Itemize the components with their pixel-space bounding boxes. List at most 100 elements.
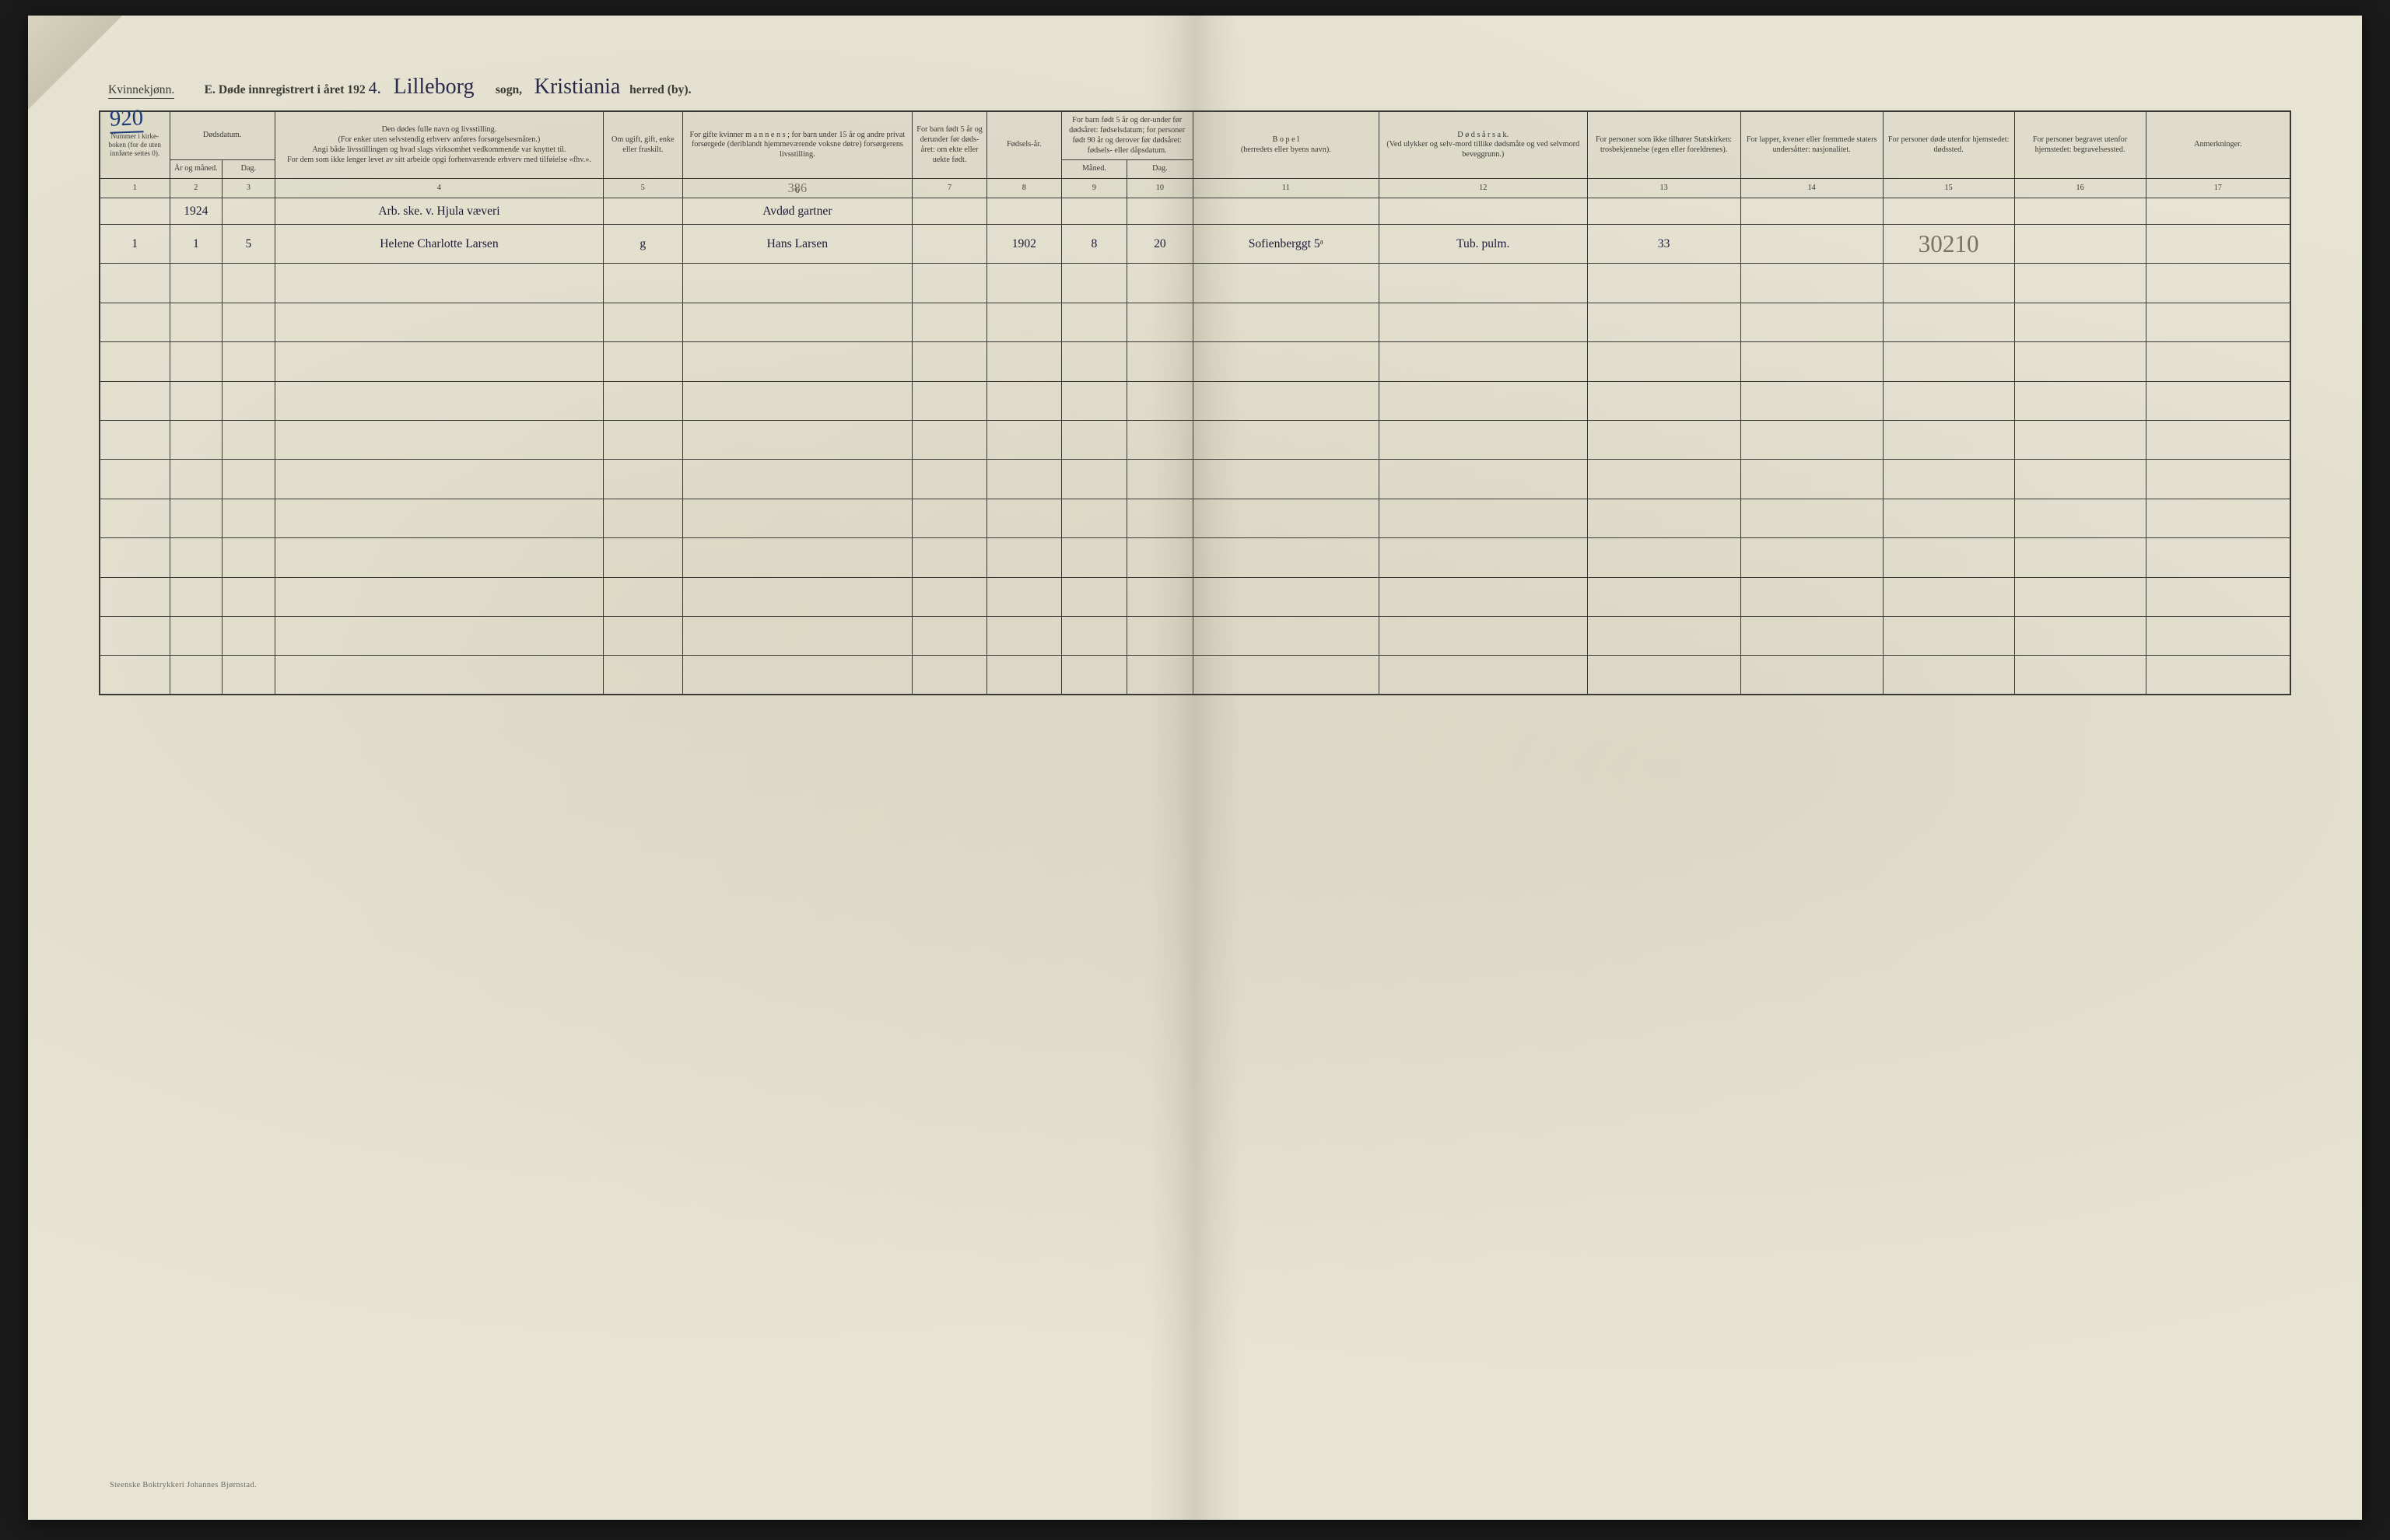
- cell-birth_month: [1061, 198, 1127, 225]
- herred-label: herred (by).: [629, 83, 691, 96]
- cell-empty: [275, 538, 603, 577]
- title-line: E. Døde innregistrert i året 192 4. Lill…: [205, 75, 2291, 100]
- column-number: 9: [1061, 179, 1127, 198]
- table-row: 115Helene Charlotte LarsengHans Larsen19…: [100, 225, 2290, 264]
- cell-empty: [170, 656, 223, 695]
- cell-empty: [2014, 538, 2146, 577]
- cell-empty: [986, 616, 1061, 655]
- cell-day: 5: [223, 225, 275, 264]
- col-header-day: Dag.: [223, 160, 275, 179]
- cell-empty: [223, 538, 275, 577]
- cell-empty: [2014, 656, 2146, 695]
- col-header-name: Den dødes fulle navn og livsstilling. (F…: [275, 111, 603, 179]
- cell-empty: [1587, 538, 1740, 577]
- cell-empty: [1061, 342, 1127, 381]
- cell-empty: [1061, 264, 1127, 303]
- cell-empty: [2146, 264, 2290, 303]
- column-number: 15: [1883, 179, 2014, 198]
- cell-residence: Sofienberggt 5ᵃ: [1193, 225, 1379, 264]
- cell-empty: [100, 421, 170, 460]
- cell-empty: [913, 421, 987, 460]
- cell-remarks: [2146, 225, 2290, 264]
- col-header-birth-day: Dag.: [1127, 160, 1193, 179]
- cell-empty: [100, 264, 170, 303]
- cell-empty: [100, 303, 170, 341]
- cell-empty: [223, 381, 275, 420]
- cell-empty: [1883, 264, 2014, 303]
- cell-provider: Hans Larsen: [682, 225, 913, 264]
- cell-empty: [1193, 460, 1379, 499]
- cell-empty: [275, 342, 603, 381]
- cell-empty: [2014, 342, 2146, 381]
- herred-value: Kristiania: [534, 75, 621, 99]
- cell-empty: [1587, 656, 1740, 695]
- table-row: 1924Arb. ske. v. Hjula væveriAvdød gartn…: [100, 198, 2290, 225]
- cell-empty: [1061, 499, 1127, 537]
- cell-empty: [275, 616, 603, 655]
- cell-empty: [986, 264, 1061, 303]
- sogn-label: sogn,: [496, 83, 522, 96]
- column-number-row: 1234538667891011121314151617: [100, 179, 2290, 198]
- cell-remarks: [2146, 198, 2290, 225]
- col-header-birth-month: Måned.: [1061, 160, 1127, 179]
- cell-empty: [1193, 381, 1379, 420]
- cell-empty: [1379, 577, 1587, 616]
- cell-empty: [1883, 381, 2014, 420]
- cell-empty: [986, 342, 1061, 381]
- cell-empty: [1883, 342, 2014, 381]
- cell-nationality: [1740, 198, 1883, 225]
- cell-empty: [682, 421, 913, 460]
- cell-empty: [1379, 264, 1587, 303]
- cell-born_legit: [913, 198, 987, 225]
- cell-empty: [604, 421, 682, 460]
- cell-empty: [1883, 460, 2014, 499]
- cell-empty: [100, 656, 170, 695]
- cell-empty: [986, 656, 1061, 695]
- cell-nationality: [1740, 225, 1883, 264]
- cell-empty: [2014, 616, 2146, 655]
- col-header-marital: Om ugift, gift, enke eller fraskilt.: [604, 111, 682, 179]
- cell-empty: [913, 499, 987, 537]
- cell-empty: [1740, 460, 1883, 499]
- cell-empty: [1587, 303, 1740, 341]
- cell-empty: [1127, 538, 1193, 577]
- cell-empty: [682, 656, 913, 695]
- column-number: 3866: [682, 179, 913, 198]
- table-row-empty: [100, 577, 2290, 616]
- cell-empty: [682, 499, 913, 537]
- cell-death_place: [1883, 198, 2014, 225]
- cell-empty: [1883, 421, 2014, 460]
- cell-empty: [100, 577, 170, 616]
- cell-empty: [1379, 616, 1587, 655]
- cell-empty: [604, 499, 682, 537]
- cell-empty: [2014, 381, 2146, 420]
- column-number: 11: [1193, 179, 1379, 198]
- cell-empty: [1587, 460, 1740, 499]
- col-header-remarks: Anmerkninger.: [2146, 111, 2290, 179]
- cell-empty: [1193, 264, 1379, 303]
- column-number: 7: [913, 179, 987, 198]
- cell-empty: [223, 656, 275, 695]
- col-header-residence: B o p e l (herredets eller byens navn).: [1193, 111, 1379, 179]
- cell-empty: [223, 460, 275, 499]
- cell-empty: [100, 538, 170, 577]
- cell-birth_day: 20: [1127, 225, 1193, 264]
- cell-empty: [275, 656, 603, 695]
- cell-empty: [2014, 499, 2146, 537]
- col-header-birthdate: For barn født 5 år og der-under før døds…: [1061, 111, 1193, 160]
- column-number: 10: [1127, 179, 1193, 198]
- cell-empty: [604, 381, 682, 420]
- cell-empty: [913, 656, 987, 695]
- cell-empty: [100, 616, 170, 655]
- cell-empty: [1883, 538, 2014, 577]
- cell-empty: [275, 303, 603, 341]
- cell-empty: [275, 577, 603, 616]
- cell-empty: [2146, 421, 2290, 460]
- cell-empty: [986, 381, 1061, 420]
- cell-empty: [1379, 381, 1587, 420]
- cell-empty: [275, 460, 603, 499]
- col-header-nationality: For lapper, kvener eller fremmede stater…: [1740, 111, 1883, 179]
- cell-empty: [682, 342, 913, 381]
- cell-empty: [275, 421, 603, 460]
- cell-empty: [604, 303, 682, 341]
